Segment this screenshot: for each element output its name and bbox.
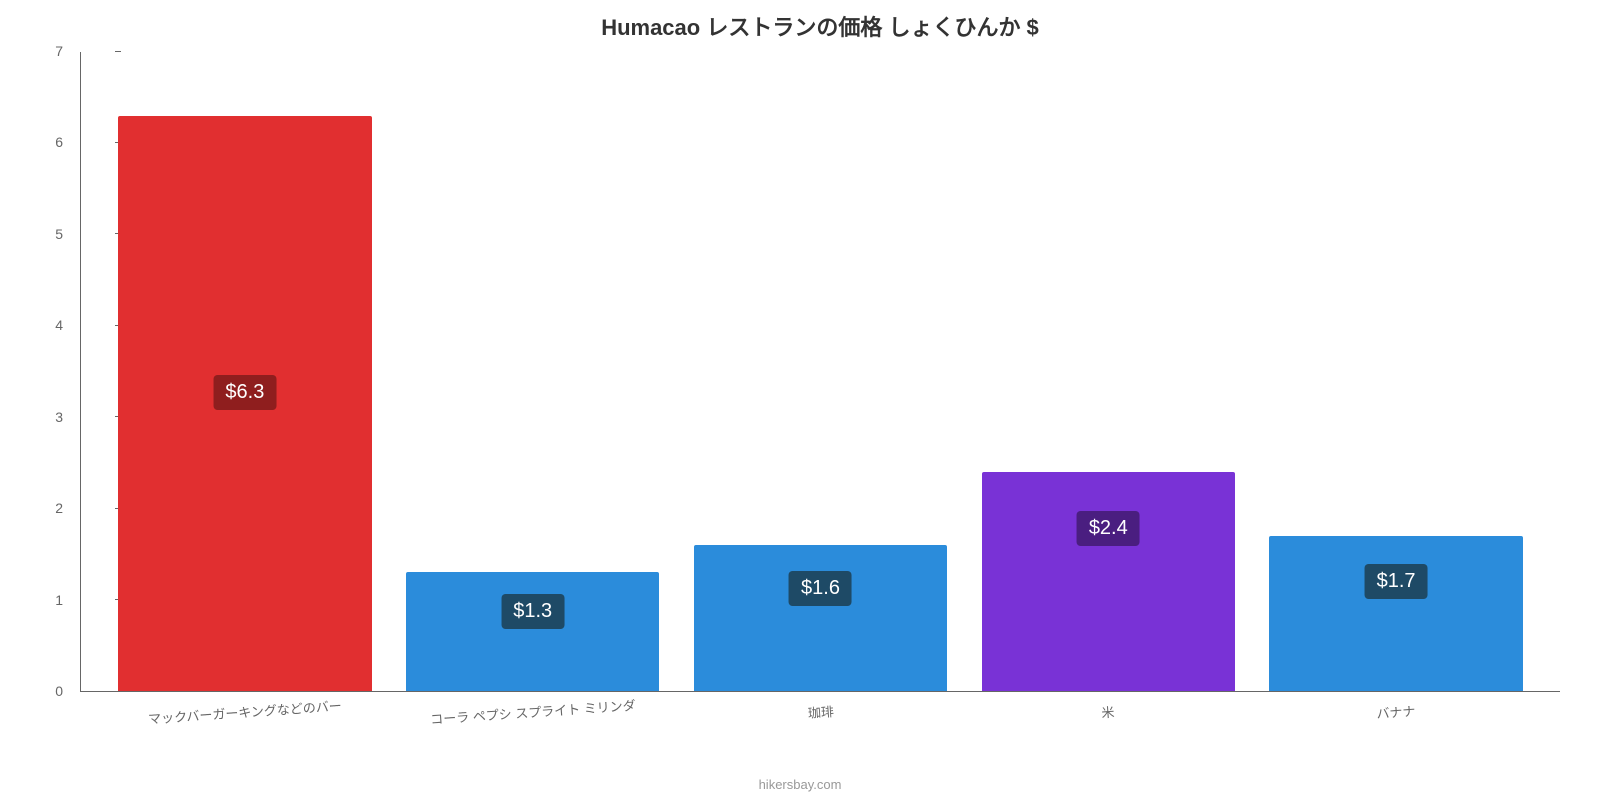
y-tick-label: 2	[55, 500, 63, 516]
chart-container: Humacao レストランの価格 しょくひんか $ 01234567 $6.3$…	[0, 0, 1600, 800]
x-axis-label: マックバーガーキングなどのバー	[101, 692, 389, 731]
y-tick: 0	[55, 683, 71, 699]
y-tick: 3	[55, 409, 71, 425]
bar-group: $1.7	[1252, 52, 1540, 691]
bar: $2.4	[982, 472, 1235, 691]
value-label: $1.3	[501, 594, 564, 629]
y-tick-label: 6	[55, 134, 63, 150]
bar-group: $2.4	[964, 52, 1252, 691]
y-tick-label: 4	[55, 317, 63, 333]
y-tick: 2	[55, 500, 71, 516]
y-tick-label: 3	[55, 409, 63, 425]
x-axis-labels: マックバーガーキングなどのバーコーラ ペプシ スプライト ミリンダ珈琲米バナナ	[81, 702, 1560, 721]
attribution-text: hikersbay.com	[759, 777, 842, 792]
value-label: $2.4	[1077, 511, 1140, 546]
y-tick: 4	[55, 317, 71, 333]
y-tick-label: 1	[55, 592, 63, 608]
y-tick: 7	[55, 43, 71, 59]
bar-group: $1.3	[389, 52, 677, 691]
y-tick-label: 7	[55, 43, 63, 59]
bar-group: $1.6	[677, 52, 965, 691]
bar: $6.3	[118, 116, 371, 691]
bar: $1.6	[694, 545, 947, 691]
value-label: $1.6	[789, 571, 852, 606]
y-tick-label: 5	[55, 226, 63, 242]
plot-area: 01234567 $6.3$1.3$1.6$2.4$1.7 マックバーガーキング…	[80, 52, 1560, 692]
x-axis-label: コーラ ペプシ スプライト ミリンダ	[388, 692, 676, 731]
value-label: $6.3	[213, 375, 276, 410]
x-axis-label: バナナ	[1252, 692, 1540, 731]
bar-group: $6.3	[101, 52, 389, 691]
bar: $1.7	[1269, 536, 1522, 691]
value-label: $1.7	[1365, 564, 1428, 599]
x-axis-label: 珈琲	[676, 692, 964, 731]
y-tick: 5	[55, 226, 71, 242]
y-tick: 1	[55, 592, 71, 608]
bar: $1.3	[406, 572, 659, 691]
x-axis-label: 米	[964, 692, 1252, 731]
y-axis: 01234567	[31, 52, 71, 691]
bars-container: $6.3 $1.3 $1.6 $2.4 $1.7	[81, 52, 1560, 691]
y-tick: 6	[55, 134, 71, 150]
chart-title: Humacao レストランの価格 しょくひんか $	[80, 10, 1560, 42]
y-tick-label: 0	[55, 683, 63, 699]
